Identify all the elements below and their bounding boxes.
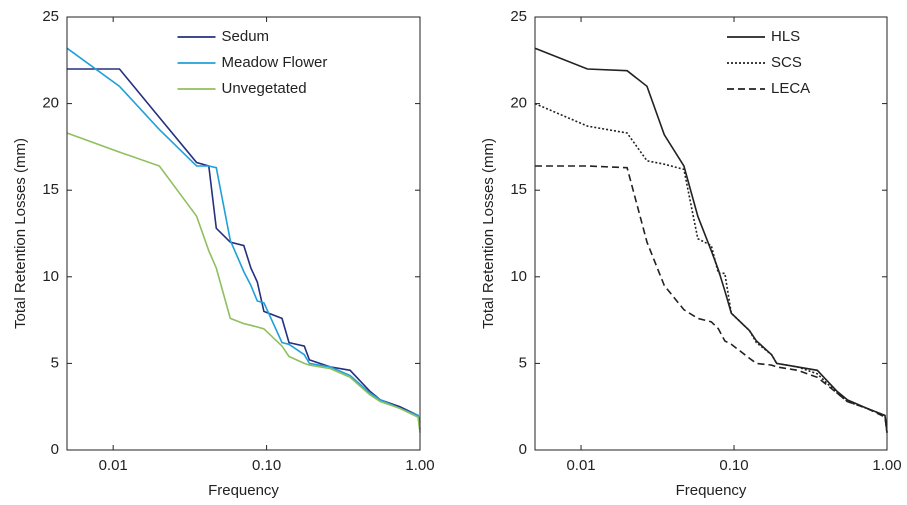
y-tick-label: 15: [42, 181, 59, 198]
series-line: [66, 47, 421, 423]
legend-label: Meadow Flower: [222, 54, 328, 71]
y-axis-label: Total Retention Losses (mm): [480, 138, 497, 329]
series-line: [534, 47, 888, 433]
legend-label: LECA: [771, 80, 810, 97]
y-tick-label: 10: [42, 268, 59, 285]
y-tick-label: 20: [42, 95, 59, 112]
y-tick-label: 25: [510, 8, 527, 25]
series-line: [534, 102, 888, 433]
y-tick-label: 20: [510, 95, 527, 112]
legend-label: Sedum: [222, 28, 270, 45]
legend-label: SCS: [771, 54, 802, 71]
x-axis-label: Frequency: [676, 482, 747, 499]
y-tick-label: 5: [519, 354, 527, 371]
series-line: [535, 165, 888, 433]
y-tick-label: 0: [519, 441, 527, 458]
x-tick-label: 1.00: [405, 457, 434, 474]
x-tick-label: 0.10: [719, 457, 748, 474]
y-tick-label: 0: [51, 441, 59, 458]
legend-label: Unvegetated: [222, 80, 307, 97]
series-line: [67, 68, 421, 430]
x-tick-label: 1.00: [872, 457, 901, 474]
plot-frame: [534, 16, 888, 451]
x-axis-label: Frequency: [208, 482, 279, 499]
legend-label: HLS: [771, 28, 800, 45]
x-tick-label: 0.10: [252, 457, 281, 474]
y-tick-label: 15: [510, 181, 527, 198]
x-tick-label: 0.01: [566, 457, 595, 474]
y-tick-label: 25: [42, 8, 59, 25]
y-axis-label: Total Retention Losses (mm): [12, 138, 29, 329]
series-line: [66, 132, 421, 433]
x-tick-label: 0.01: [99, 457, 128, 474]
y-tick-label: 5: [51, 354, 59, 371]
y-tick-label: 10: [510, 268, 527, 285]
plot-frame: [66, 16, 421, 451]
